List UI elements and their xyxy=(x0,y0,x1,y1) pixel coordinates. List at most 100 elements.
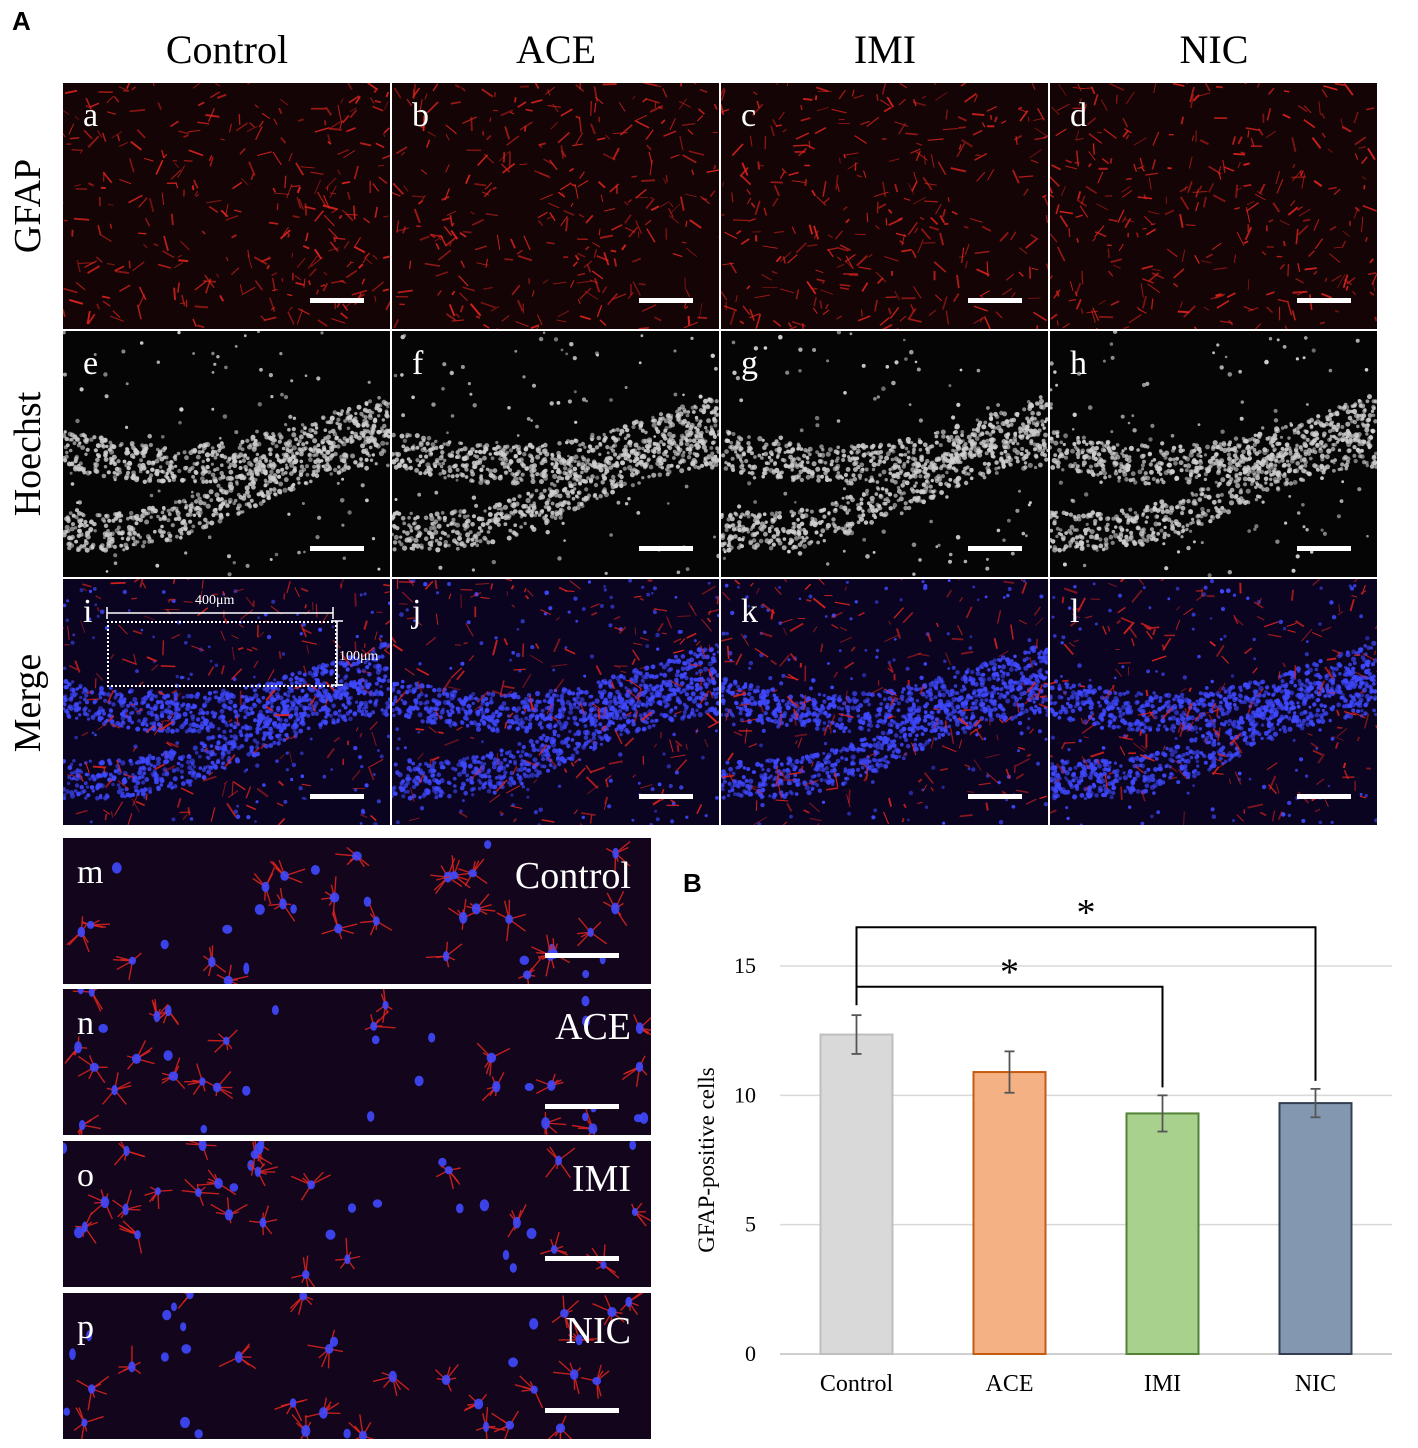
zoom-micrograph-o: o IMI xyxy=(63,1141,651,1287)
gfap-micrograph-c: c xyxy=(721,83,1048,329)
panel-sublabel: i xyxy=(83,593,93,630)
error-bar xyxy=(1157,1094,1168,1133)
hoechst-micrograph-g: g xyxy=(721,331,1048,577)
panel-sublabel: b xyxy=(412,97,429,134)
micrograph-texture xyxy=(1050,331,1377,577)
y-tick-label: 5 xyxy=(745,1212,756,1237)
significance-bracket xyxy=(855,926,1317,1081)
micrograph-texture xyxy=(392,331,719,575)
column-header-ace: ACE xyxy=(516,27,596,72)
error-bar xyxy=(1004,1050,1015,1094)
zoom-texture xyxy=(64,989,651,1135)
panel-sublabel: a xyxy=(83,97,99,134)
error-bar xyxy=(1310,1087,1321,1119)
micrograph-texture xyxy=(63,331,390,577)
bar-ace xyxy=(972,1071,1047,1355)
row-label-gfap: GFAP xyxy=(7,158,49,254)
bar-control xyxy=(819,1033,894,1355)
scale-bar xyxy=(639,298,693,303)
hoechst-micrograph-f: f xyxy=(392,331,719,577)
x-tick-label: ACE xyxy=(986,1371,1034,1397)
significance-star: * xyxy=(1000,952,1019,994)
roi-height-label: 100μm xyxy=(339,649,379,664)
panel-sublabel: k xyxy=(741,593,758,630)
zoom-group-label: IMI xyxy=(571,1158,631,1200)
x-tick-label: Control xyxy=(820,1371,894,1397)
roi-dimension-lines xyxy=(106,607,343,686)
panel-a-letter: A xyxy=(12,6,31,36)
panel-sublabel: c xyxy=(741,97,757,134)
scale-bar xyxy=(968,298,1022,303)
zoom-sublabel: p xyxy=(77,1309,94,1346)
gfap-micrograph-d: d xyxy=(1050,83,1377,329)
micrograph-texture xyxy=(63,83,390,329)
merge-micrograph-k: k xyxy=(721,579,1048,825)
micrograph-texture xyxy=(1050,83,1377,329)
micrograph-texture xyxy=(392,83,719,329)
panel-sublabel: g xyxy=(741,345,758,382)
y-tick-label: 10 xyxy=(734,1082,756,1107)
micrograph-texture xyxy=(721,83,1048,329)
roi-box xyxy=(107,621,337,687)
error-bar xyxy=(851,1014,862,1055)
zoom-micrograph-n: n ACE xyxy=(63,989,651,1135)
merge-micrograph-l: l xyxy=(1050,579,1377,825)
zoom-micrograph-p: p NIC xyxy=(63,1293,651,1439)
y-axis-label: GFAP-positive cells xyxy=(694,1067,719,1253)
y-tick-label: 0 xyxy=(745,1341,756,1366)
column-header-nic: NIC xyxy=(1179,27,1249,72)
gfap-bar-chart: 0 5 10 15 GFAP-positive cells Control ACE IMI NI… xyxy=(694,892,1392,1397)
scale-bar xyxy=(545,1408,619,1413)
merge-micrograph-j: j xyxy=(392,579,719,825)
scale-bar xyxy=(545,953,619,958)
zoom-texture xyxy=(63,1141,651,1287)
scale-bar xyxy=(545,1104,619,1109)
bar-nic xyxy=(1278,1102,1353,1355)
zoom-group-label: Control xyxy=(514,855,631,897)
panel-sublabel: h xyxy=(1070,345,1087,382)
gfap-micrograph-a: a xyxy=(63,83,390,329)
micrograph-texture xyxy=(63,579,390,825)
y-tick-label: 15 xyxy=(734,953,756,978)
column-header-control: Control xyxy=(165,27,289,72)
scale-bar xyxy=(639,794,693,799)
row-label-merge: Merge xyxy=(7,653,49,753)
scale-bar xyxy=(1297,546,1351,551)
zoom-group-label: NIC xyxy=(565,1310,631,1352)
zoom-texture xyxy=(66,840,631,984)
hoechst-micrograph-h: h xyxy=(1050,331,1377,577)
hoechst-micrograph-e: e xyxy=(63,331,390,577)
micrograph-texture xyxy=(721,331,1048,576)
column-header-imi: IMI xyxy=(853,27,917,72)
zoom-sublabel: m xyxy=(77,854,104,891)
scale-bar xyxy=(310,546,364,551)
micrograph-texture xyxy=(392,579,719,825)
row-label-hoechst: Hoechst xyxy=(7,391,49,517)
scale-bar xyxy=(968,546,1022,551)
gfap-micrograph-b: b xyxy=(392,83,719,329)
roi-width-label: 400μm xyxy=(195,593,235,608)
scale-bar xyxy=(310,298,364,303)
micrograph-texture xyxy=(1050,579,1377,825)
panel-sublabel: j xyxy=(412,593,422,630)
panel-sublabel: f xyxy=(412,345,424,382)
panel-sublabel: e xyxy=(83,345,99,382)
panel-sublabel: l xyxy=(1070,593,1080,630)
zoom-sublabel: n xyxy=(77,1005,94,1042)
panel-sublabel: d xyxy=(1070,97,1087,134)
significance-star: * xyxy=(1077,892,1096,934)
zoom-group-label: ACE xyxy=(555,1006,631,1048)
panel-b-letter: B xyxy=(683,868,702,898)
scale-bar xyxy=(545,1256,619,1261)
merge-micrograph-i: i 400μm 100μm xyxy=(63,579,390,825)
zoom-micrograph-m: m Control xyxy=(63,838,651,984)
scale-bar xyxy=(310,794,364,799)
bar-imi xyxy=(1125,1112,1200,1355)
zoom-texture xyxy=(63,1293,644,1439)
scale-bar xyxy=(1297,794,1351,799)
micrograph-texture xyxy=(721,579,1048,825)
scale-bar xyxy=(968,794,1022,799)
x-tick-label: IMI xyxy=(1144,1371,1181,1397)
scale-bar xyxy=(1297,298,1351,303)
zoom-sublabel: o xyxy=(77,1157,94,1194)
